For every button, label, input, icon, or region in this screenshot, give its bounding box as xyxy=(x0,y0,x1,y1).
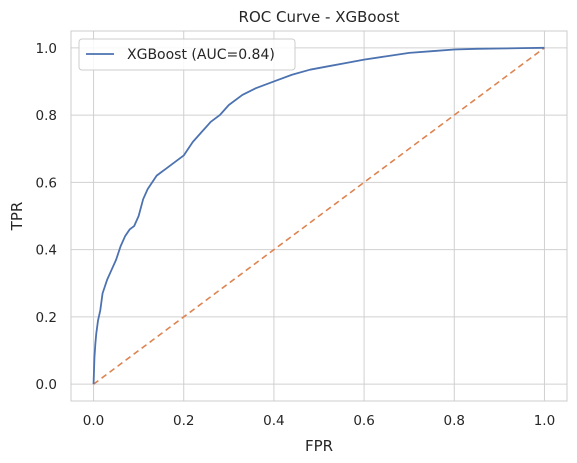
legend: XGBoost (AUC=0.84) xyxy=(79,39,295,70)
y-tick-label: 0.0 xyxy=(36,377,57,393)
x-tick-label: 0.4 xyxy=(263,413,284,429)
y-tick-label: 0.2 xyxy=(36,310,57,326)
y-tick-label: 0.6 xyxy=(36,175,57,191)
x-tick-label: 0.6 xyxy=(353,413,374,429)
x-tick-label: 0.0 xyxy=(83,413,104,429)
x-axis-label: FPR xyxy=(305,437,333,455)
x-tick-label: 0.2 xyxy=(173,413,194,429)
y-tick-label: 0.4 xyxy=(36,243,57,259)
y-tick-label: 1.0 xyxy=(36,41,57,57)
x-tick-label: 1.0 xyxy=(534,413,555,429)
x-tick-label: 0.8 xyxy=(444,413,465,429)
y-tick-label: 0.8 xyxy=(36,108,57,124)
y-axis-label: TPR xyxy=(8,202,26,232)
chart-title: ROC Curve - XGBoost xyxy=(239,8,400,26)
legend-label-xgboost: XGBoost (AUC=0.84) xyxy=(127,47,275,63)
